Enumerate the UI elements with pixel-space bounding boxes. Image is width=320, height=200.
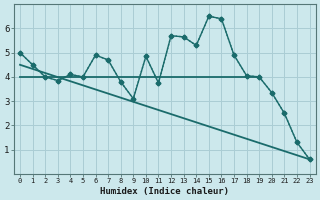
X-axis label: Humidex (Indice chaleur): Humidex (Indice chaleur) — [100, 187, 229, 196]
